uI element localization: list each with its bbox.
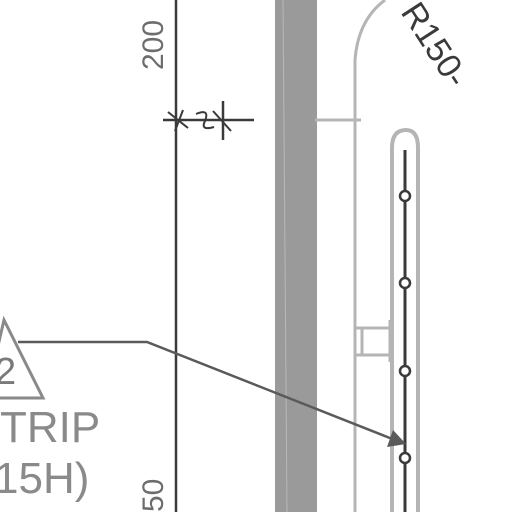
rail-outline (390, 127, 420, 512)
rail-node-1 (398, 189, 412, 203)
rail-node-2 (398, 276, 412, 290)
rail-node-3 (398, 364, 412, 378)
triangle-tag-number: 2 (0, 351, 16, 393)
rail-bracket (355, 320, 392, 362)
column-band-highlight (282, 0, 288, 512)
pipe-bend-curve (353, 0, 386, 512)
callout-text-line2: 15H) (0, 454, 89, 503)
callout-text-line1: TRIP (0, 403, 100, 452)
dimension-tick-mark (163, 101, 254, 140)
dimension-text-lower: 50 (137, 479, 170, 512)
radius-label: R150- (393, 0, 475, 94)
triangle-tag-icon (0, 315, 46, 400)
leader-arrow-icon (387, 430, 406, 447)
vertical-column-band (275, 0, 317, 512)
leader-line (18, 340, 401, 444)
rail-node-4 (398, 451, 412, 465)
dimension-text-upper: 200 (137, 20, 170, 70)
